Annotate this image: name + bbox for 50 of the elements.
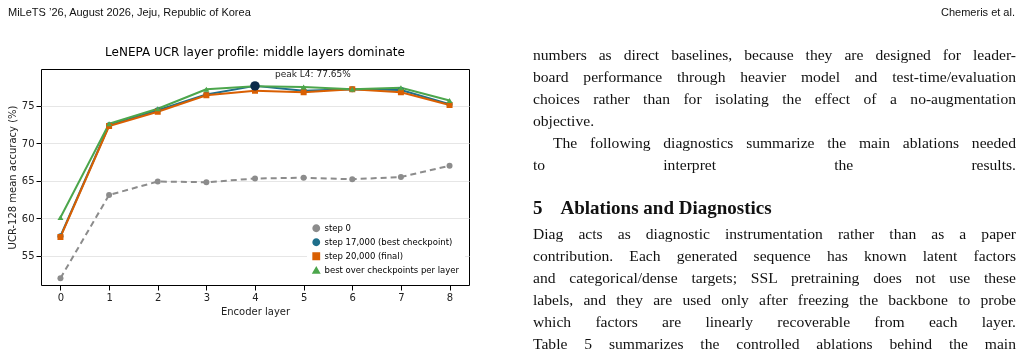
- point: [252, 175, 258, 182]
- text: which factors are linearly recoverable from each layer.: [533, 312, 1016, 332]
- point: [203, 179, 210, 186]
- chart-title: LeNEPA UCR layer profile: middle layers dominate: [105, 45, 405, 59]
- caption: Table 5 summarizes the controlled ablations behind the main: [533, 334, 1016, 354]
- y-tick-label: 65: [21, 175, 35, 187]
- legend-label: step 20,000 (final): [324, 251, 403, 262]
- legend-label: step 17,000 (best checkpoint): [324, 237, 453, 248]
- text: labels, and they are used only after freezing the backbone to probe: [533, 290, 1016, 310]
- x-tick-label: 6: [349, 291, 356, 303]
- legend-label: best over checkpoints per layer: [324, 265, 460, 276]
- text: board performance through heavier model and test-time/evaluation: [533, 67, 1016, 87]
- text: contribution. Each generated sequence has known latent factors: [533, 246, 1016, 266]
- legend-label: step 0: [324, 223, 351, 234]
- x-tick-label: 0: [57, 291, 65, 303]
- point: [300, 84, 307, 90]
- x-tick-label: 1: [106, 291, 113, 303]
- point: [154, 178, 161, 185]
- y-tick-label: 60: [21, 212, 35, 224]
- y-tick-label: 75: [21, 100, 35, 112]
- point: [300, 174, 307, 181]
- text: and categorical/dense targets; SSL pretraining does not use these: [533, 268, 1016, 288]
- text: 5 Ablations and Diagnostics: [533, 197, 773, 219]
- point: [57, 275, 64, 282]
- text: numbers as direct baselines, because they are designed for leader-: [533, 45, 1016, 65]
- y-tick-label: 70: [21, 137, 35, 149]
- x-tick-label: 5: [300, 291, 308, 303]
- x-tick-label: 3: [203, 291, 211, 303]
- point: [446, 97, 453, 104]
- text: objective.: [533, 111, 596, 131]
- y-tick-label: 55: [21, 250, 35, 262]
- point: [397, 174, 404, 180]
- x-axis-title: Encoder layer: [220, 305, 291, 317]
- x-tick-label: 4: [252, 291, 259, 303]
- point: [203, 86, 210, 92]
- point: [349, 176, 356, 183]
- y-axis-title: UCR-128 mean accuracy (%): [6, 105, 18, 250]
- point: [57, 214, 64, 221]
- annotation: peak L4: 77.65%: [275, 68, 352, 79]
- text: Chemeris et al.: [941, 6, 1015, 18]
- text: choices rather than for isolating the effect of a no-augmentation: [533, 89, 1016, 109]
- point: [106, 192, 113, 198]
- x-tick-label: 8: [446, 291, 454, 303]
- x-tick-label: 2: [155, 291, 162, 303]
- text: Diag acts as diagnostic instrumentation rather than as a paper: [533, 224, 1016, 244]
- text: to interpret the results.: [533, 155, 1016, 175]
- text: MiLeTS ’26, August 2026, Jeju, Republic of Korea: [8, 6, 251, 18]
- x-tick-label: 7: [398, 291, 405, 303]
- point: [446, 162, 453, 169]
- text: The following diagnostics summarize the main ablations needed: [552, 133, 1016, 153]
